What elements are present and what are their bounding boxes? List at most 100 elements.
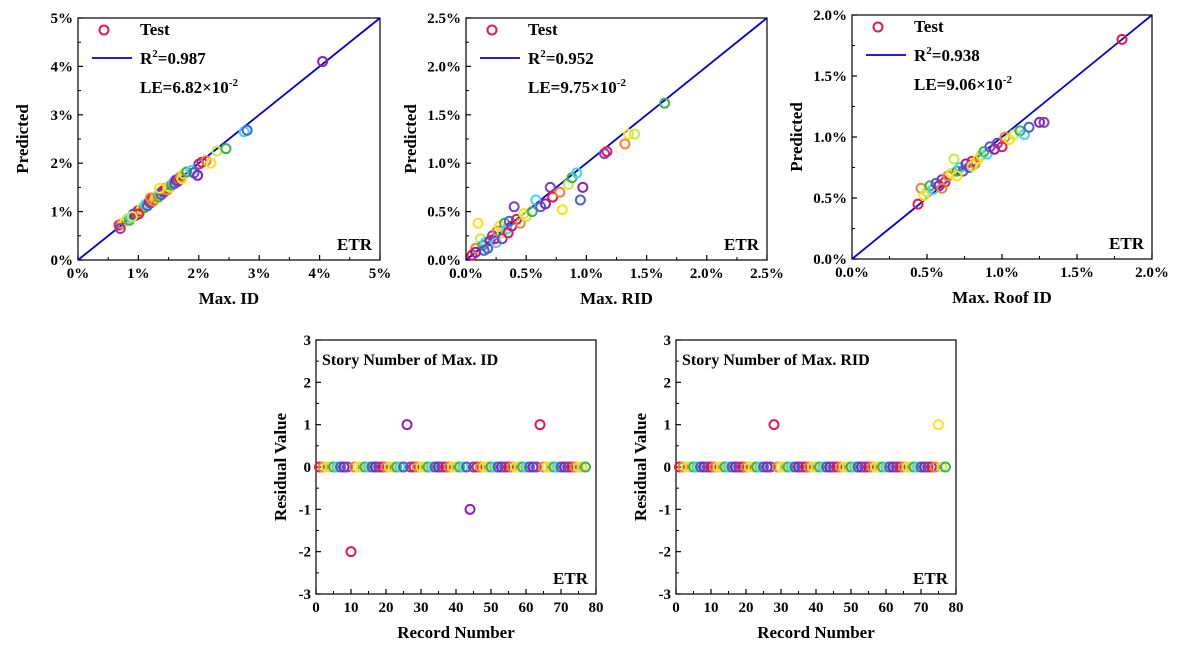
data-point	[996, 141, 1008, 153]
model-tag: ETR	[1109, 234, 1145, 253]
data-point	[936, 182, 948, 194]
residual-point	[786, 461, 797, 473]
residual-point	[681, 461, 692, 473]
residual-point	[901, 461, 913, 473]
y-tick-label: 2.0%	[427, 59, 461, 75]
residual-point	[345, 546, 357, 558]
residual-point	[576, 461, 588, 473]
residual-point	[761, 461, 773, 473]
y-tick-label: 1.5%	[813, 69, 847, 85]
residual-point	[891, 461, 902, 473]
x-tick-label: 60	[879, 600, 894, 616]
residual-point	[342, 461, 353, 473]
x-tick-label: 2.0%	[1135, 265, 1169, 281]
r2-annotation: R2=0.938	[914, 45, 980, 65]
chart-panel-5: 0 10 20 30 40 50 60 70 80 -3 -2 -1 0 1 2 3 Record Number…	[631, 333, 964, 642]
data-point	[496, 233, 508, 245]
residual-point	[744, 461, 755, 473]
residual-point	[562, 461, 574, 473]
data-point	[1116, 33, 1128, 45]
data-point	[544, 181, 556, 193]
data-point	[539, 198, 551, 210]
r2-annotation: R2=0.987	[140, 48, 206, 68]
residual-point	[887, 461, 899, 473]
residual-point	[688, 461, 699, 473]
residual-point	[359, 461, 371, 473]
residual-point	[412, 461, 423, 473]
residual-point	[461, 461, 472, 473]
residual-point	[919, 461, 930, 473]
data-point	[574, 194, 586, 206]
y-axis-label: Predicted	[401, 104, 420, 174]
x-tick-label: 1.0%	[570, 266, 604, 282]
residual-point	[915, 461, 927, 473]
residual-point	[555, 461, 567, 473]
residual-point	[513, 461, 525, 473]
model-tag: ETR	[337, 235, 373, 254]
residual-point	[894, 461, 906, 473]
residual-point	[726, 461, 738, 473]
residual-point	[447, 461, 458, 473]
residual-point	[384, 461, 395, 473]
chart-panel-1: 0% 1% 2% 3% 4% 5% 0% 1% 2% 3% 4% 5% Max. ID Predicted…	[13, 11, 391, 308]
data-point	[1023, 121, 1035, 133]
residual-point	[440, 461, 451, 473]
y-axis-label: Predicted	[13, 104, 32, 174]
residual-point	[877, 461, 888, 473]
x-tick-label: 0%	[67, 266, 90, 282]
x-axis-label: Record Number	[397, 623, 515, 642]
residual-point	[884, 461, 895, 473]
residual-point	[356, 461, 367, 473]
y-tick-label: 1.0%	[813, 130, 847, 146]
data-point	[508, 201, 520, 213]
residual-point	[849, 461, 860, 473]
residual-point	[814, 461, 825, 473]
residual-point	[856, 461, 867, 473]
x-tick-label: 1%	[127, 266, 150, 282]
residual-point	[363, 461, 374, 473]
residual-point	[373, 461, 385, 473]
residual-point	[709, 461, 720, 473]
data-point	[526, 206, 538, 218]
residual-point	[429, 461, 441, 473]
residual-point	[559, 461, 570, 473]
residual-point	[873, 461, 885, 473]
y-tick-label: 0.0%	[813, 252, 847, 268]
residual-point	[908, 461, 920, 473]
residual-point	[394, 461, 406, 473]
residual-point	[803, 461, 815, 473]
y-tick-label: -1	[299, 502, 312, 518]
residual-point	[810, 461, 822, 473]
data-point	[241, 124, 253, 136]
residual-point	[845, 461, 857, 473]
residual-point	[541, 461, 553, 473]
residual-point	[922, 461, 934, 473]
chart-panel-2: 0.0% 0.5% 1.0% 1.5% 2.0% 2.5% 0.0% 0.5% 1.0% 1.5%…	[401, 11, 784, 308]
x-axis-label: Max. ID	[199, 289, 259, 308]
residual-point	[852, 461, 864, 473]
y-tick-label: -2	[299, 545, 312, 561]
x-tick-label: 20	[379, 600, 394, 616]
residual-point	[870, 461, 881, 473]
data-point	[472, 217, 484, 229]
x-tick-label: 50	[844, 600, 859, 616]
residual-point	[821, 461, 832, 473]
data-point	[502, 227, 514, 239]
residual-point	[674, 461, 685, 473]
x-tick-label: 70	[554, 600, 569, 616]
data-point	[571, 167, 583, 179]
data-point	[132, 208, 144, 220]
residual-point	[552, 461, 563, 473]
residual-point	[380, 461, 392, 473]
y-tick-label: 2.0%	[813, 8, 847, 24]
chart-panel-4: 0 10 20 30 40 50 60 70 80 -3 -2 -1 0 1 2 3 Record Number…	[271, 333, 604, 642]
x-tick-label: 30	[774, 600, 789, 616]
residual-point	[436, 461, 448, 473]
residual-point	[880, 461, 892, 473]
residual-point	[912, 461, 923, 473]
residual-point	[712, 461, 724, 473]
data-point	[577, 181, 589, 193]
residual-point	[719, 461, 731, 473]
residual-point	[538, 461, 549, 473]
model-tag: ETR	[553, 569, 589, 588]
